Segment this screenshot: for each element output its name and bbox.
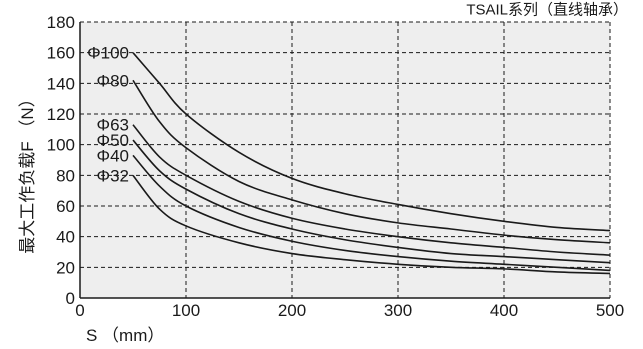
series-line-4 [132, 154, 611, 272]
y-tick-label: 40 [56, 228, 75, 247]
axis-layer [79, 22, 610, 299]
series-label-2: Φ63 [97, 116, 129, 135]
series-line-3 [132, 139, 611, 264]
y-tick-label: 20 [56, 258, 75, 277]
series-line-2 [132, 124, 611, 256]
x-tick-label: 200 [278, 301, 306, 320]
x-axis-title: S （mm） [86, 326, 164, 345]
x-tick-label: 100 [172, 301, 200, 320]
series-label-1: Φ80 [97, 71, 129, 90]
tick-labels: 0 100 200 300 400 500 0 20 40 60 80 100 120 140 160 180 [47, 13, 625, 320]
y-tick-label: 0 [66, 289, 75, 308]
series-line-5 [132, 174, 611, 275]
y-tick-label: 100 [47, 136, 75, 155]
series-label-5: Φ32 [97, 166, 129, 185]
series-line-1 [132, 79, 611, 244]
series-line-0 [132, 52, 611, 232]
series-label-3: Φ50 [97, 131, 129, 150]
y-tick-label: 180 [47, 13, 75, 32]
x-tick-label: 400 [490, 301, 518, 320]
series-label-0: Φ100 [87, 44, 129, 63]
series-label-4: Φ40 [97, 146, 129, 165]
plot-area [80, 22, 610, 298]
y-axis-title: 最大工作负载F （N） [18, 90, 37, 253]
y-tick-label: 140 [47, 74, 75, 93]
x-tick-label: 0 [75, 301, 84, 320]
y-tick-label: 120 [47, 105, 75, 124]
chart-title: TSAIL系列（直线轴承） [466, 1, 628, 18]
x-tick-label: 300 [384, 301, 412, 320]
y-tick-label: 80 [56, 166, 75, 185]
y-tick-label: 160 [47, 44, 75, 63]
series-layer [132, 52, 611, 275]
y-tick-label: 60 [56, 197, 75, 216]
x-tick-label: 500 [596, 301, 624, 320]
